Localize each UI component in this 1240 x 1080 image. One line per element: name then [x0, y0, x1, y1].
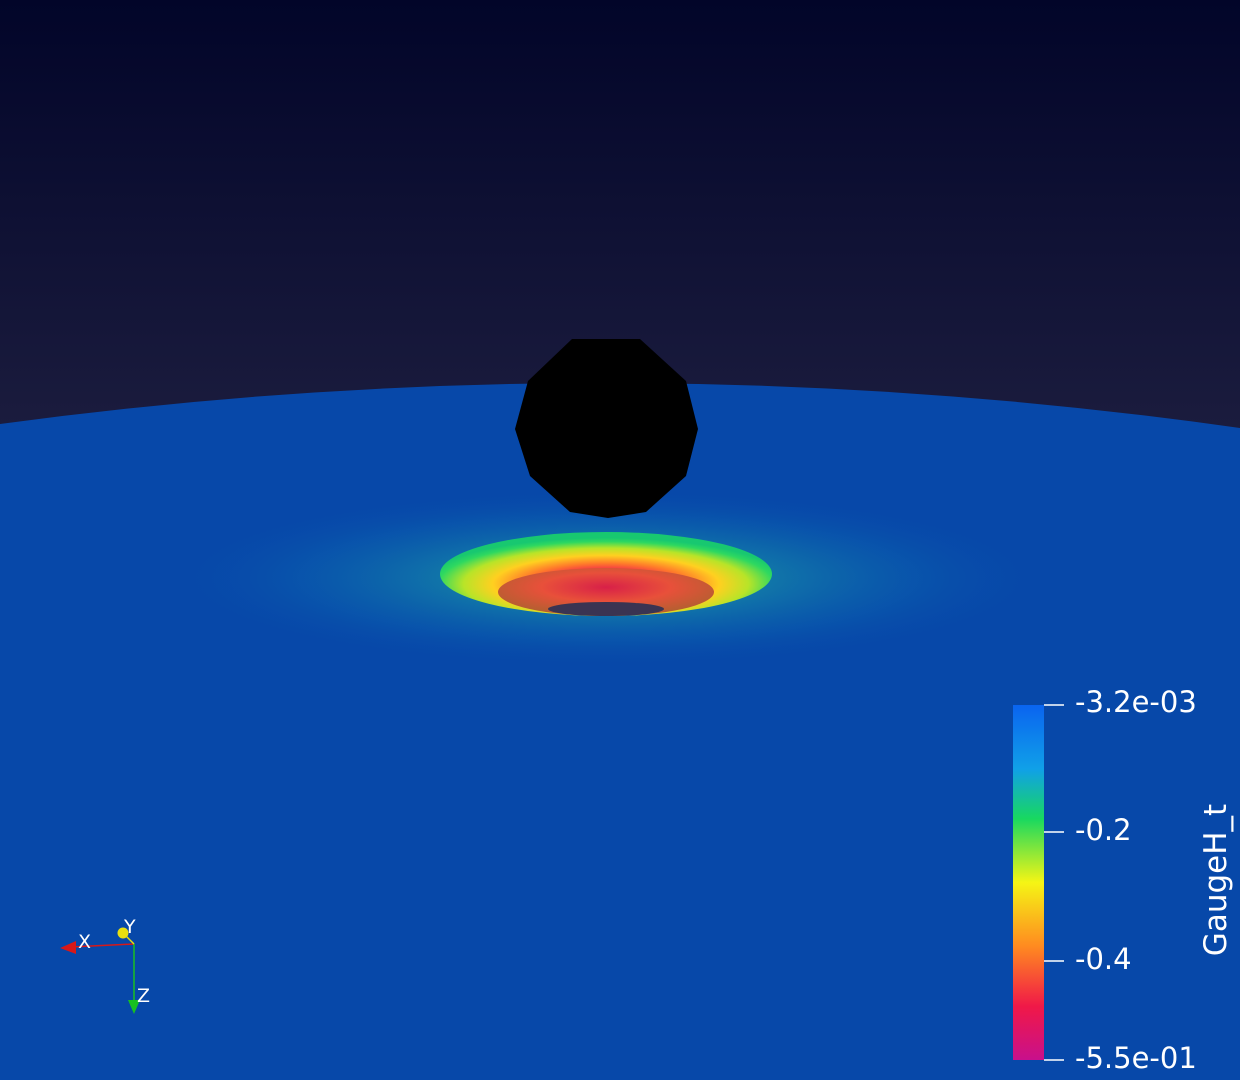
colorbar-label-min: -5.5e-01: [1075, 1041, 1197, 1075]
black-hole-sphere: [515, 339, 698, 518]
x-axis-line: [69, 943, 135, 948]
funnel-inner: [498, 568, 714, 616]
colorbar-title: GaugeH_t: [1198, 803, 1234, 957]
colorbar-gradient: [1013, 705, 1044, 1060]
y-axis-label: Y: [124, 916, 136, 938]
colorbar-label-max: -3.2e-03: [1075, 685, 1197, 719]
y-axis-line: [123, 933, 135, 945]
z-axis-arrow: [128, 1000, 140, 1014]
funnel-hole: [548, 602, 664, 616]
colorbar-label-3: -0.4: [1075, 942, 1132, 976]
x-axis-label: X: [78, 931, 92, 953]
orientation-axes: [60, 927, 140, 1014]
z-axis-label: Z: [137, 985, 151, 1007]
x-axis-arrow: [60, 941, 76, 954]
colorbar-label-2: -0.2: [1075, 813, 1132, 847]
